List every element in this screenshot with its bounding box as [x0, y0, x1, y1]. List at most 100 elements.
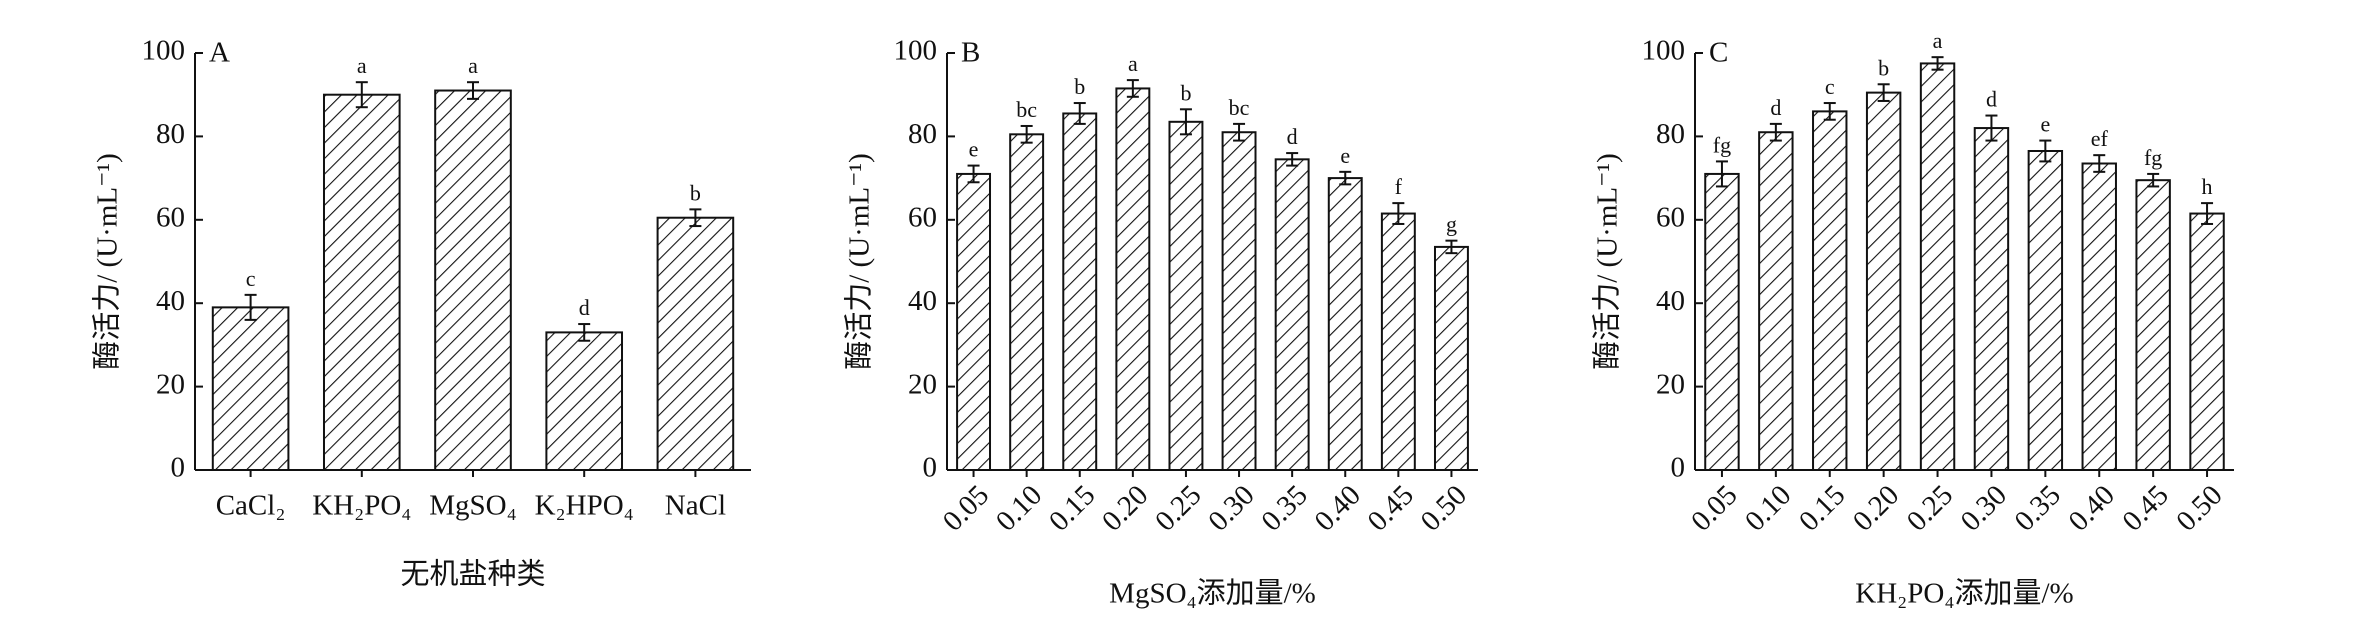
bar: [1327, 177, 1363, 471]
panel-label: A: [209, 37, 230, 69]
y-tick-label: 40: [1656, 285, 1685, 317]
x-tick-label: 0.10: [990, 479, 1049, 538]
bar: [545, 331, 624, 472]
y-tick-label: 40: [156, 285, 185, 317]
y-tick-label: 100: [142, 35, 186, 67]
y-tick-label: 20: [156, 368, 185, 400]
significance-letter: a: [1933, 28, 1943, 53]
x-tick-label: NaCl: [665, 490, 726, 522]
y-tick-label: 0: [923, 452, 938, 484]
y-tick-label: 60: [908, 201, 937, 233]
bar: [2135, 179, 2171, 471]
significance-letter: a: [1128, 51, 1138, 76]
significance-letter: c: [246, 266, 256, 291]
x-tick-label: 0.20: [1847, 479, 1906, 538]
x-tick-label: 0.20: [1096, 479, 1155, 538]
bar: [1274, 158, 1310, 472]
x-tick-label: 0.05: [1685, 479, 1744, 538]
y-axis-label: 酶活力/ (U·mL⁻¹): [91, 153, 124, 370]
significance-letter: b: [1074, 74, 1085, 99]
bar: [1973, 127, 2010, 471]
x-tick-label: KH₂PO₄: [312, 490, 411, 522]
bar: [2189, 212, 2225, 471]
panel-label: C: [1709, 37, 1728, 69]
significance-letter: b: [1180, 80, 1191, 105]
significance-letter: b: [1878, 55, 1889, 80]
significance-letter: d: [579, 295, 590, 320]
y-tick-label: 80: [156, 118, 185, 150]
bar: [211, 306, 290, 471]
significance-letter: fg: [2144, 145, 2162, 170]
significance-letter: d: [1770, 95, 1781, 120]
significance-letter: e: [969, 137, 979, 162]
y-tick-label: 20: [908, 368, 937, 400]
significance-letter: b: [690, 180, 701, 205]
x-tick-label: 0.45: [2116, 479, 2175, 538]
x-tick-label: 0.10: [1739, 479, 1798, 538]
bar: [1168, 120, 1204, 472]
bar: [1062, 112, 1098, 471]
x-tick-label: MgSO₄: [429, 490, 516, 522]
x-tick-label: 0.25: [1901, 479, 1960, 538]
bar: [1221, 131, 1257, 471]
x-tick-label: K₂HPO₄: [535, 490, 634, 522]
bar: [1433, 245, 1469, 471]
significance-letter: bc: [1229, 95, 1250, 120]
significance-letter: d: [1986, 87, 1997, 112]
bar: [1919, 62, 1956, 472]
x-tick-label: 0.40: [1308, 479, 1367, 538]
x-axis-label: MgSO₄添加量/%: [1109, 577, 1316, 610]
bar: [322, 93, 401, 471]
x-tick-label: 0.35: [1255, 479, 1314, 538]
y-tick-label: 80: [1656, 118, 1685, 150]
bar: [2027, 149, 2064, 471]
x-tick-label: 0.30: [1202, 479, 1261, 538]
significance-letter: e: [2040, 112, 2050, 137]
bar: [1704, 172, 1740, 471]
y-tick-label: 60: [1656, 201, 1685, 233]
significance-letter: c: [1825, 74, 1835, 99]
bar: [1380, 212, 1416, 471]
bar: [1865, 91, 1902, 472]
significance-letter: a: [468, 53, 478, 78]
bar: [434, 89, 512, 471]
significance-letter: bc: [1016, 97, 1037, 122]
x-axis-label: 无机盐种类: [400, 558, 545, 591]
x-tick-label: 0.35: [2008, 479, 2067, 538]
x-tick-label: 0.50: [1415, 479, 1474, 538]
y-tick-label: 60: [156, 201, 185, 233]
x-axis-label: KH₂PO₄添加量/%: [1855, 577, 2073, 610]
bar: [1758, 131, 1794, 471]
x-tick-label: 0.15: [1043, 479, 1102, 538]
significance-letter: h: [2202, 174, 2213, 199]
y-tick-label: 0: [171, 452, 186, 484]
significance-letter: ef: [2091, 126, 2109, 151]
significance-letter: a: [357, 53, 367, 78]
bar: [1115, 87, 1151, 471]
x-tick-label: 0.30: [1955, 479, 2014, 538]
y-tick-label: 0: [1671, 452, 1686, 484]
bar: [2081, 162, 2117, 471]
bar: [1812, 110, 1848, 471]
x-tick-label: 0.05: [937, 479, 996, 538]
significance-letter: e: [1340, 143, 1350, 168]
significance-letter: fg: [1713, 132, 1731, 157]
x-tick-label: 0.25: [1149, 479, 1208, 538]
y-tick-label: 40: [908, 285, 937, 317]
x-tick-label: 0.40: [2062, 479, 2121, 538]
bar: [656, 216, 735, 471]
x-tick-label: 0.50: [2170, 479, 2229, 538]
significance-letter: f: [1395, 174, 1403, 199]
x-tick-label: 0.15: [1793, 479, 1852, 538]
significance-letter: d: [1287, 124, 1298, 149]
y-tick-label: 100: [1642, 35, 1686, 67]
y-tick-label: 100: [894, 35, 938, 67]
x-tick-label: 0.45: [1361, 479, 1420, 538]
panel-label: B: [961, 37, 980, 69]
y-tick-label: 20: [1656, 368, 1685, 400]
significance-letter: g: [1446, 212, 1457, 237]
y-axis-label: 酶活力/ (U·mL⁻¹): [843, 153, 876, 370]
x-tick-label: CaCl₂: [216, 490, 286, 522]
y-tick-label: 80: [908, 118, 937, 150]
